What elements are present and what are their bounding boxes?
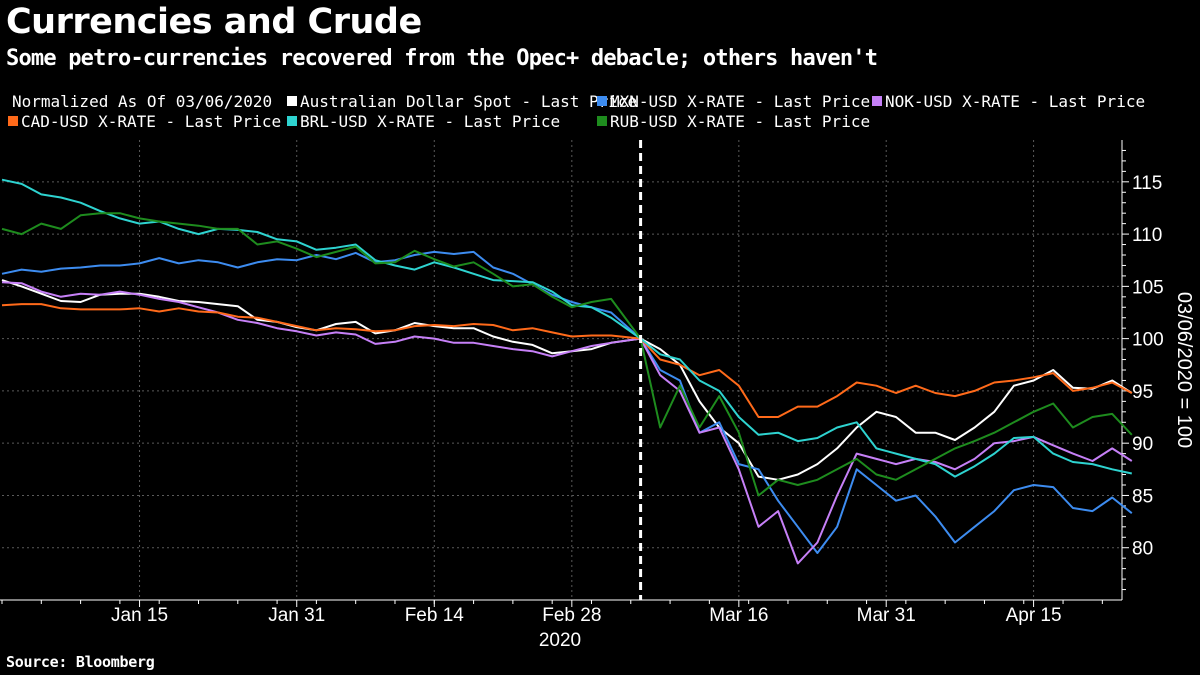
- legend-swatch-5: [597, 116, 607, 126]
- chart-title: Currencies and Crude: [6, 2, 422, 42]
- series-line-0: [1, 279, 1133, 481]
- legend-swatch-2: [872, 96, 882, 106]
- y-axis-title: 03/06/2020 = 100: [1173, 292, 1195, 448]
- series-line-4: [1, 178, 1133, 478]
- legend-label-4: BRL-USD X-RATE - Last Price: [300, 112, 560, 131]
- source-note: Source: Bloomberg: [6, 653, 155, 671]
- series-lines: [1, 178, 1133, 565]
- y-tick-label: 80: [1132, 539, 1153, 560]
- y-tick-label: 85: [1132, 486, 1153, 507]
- chart-subtitle: Some petro-currencies recovered from the…: [6, 46, 878, 71]
- series-line-5: [1, 212, 1133, 497]
- x-tick-label: Feb 28: [542, 605, 601, 626]
- y-tick-label: 110: [1132, 225, 1162, 246]
- x-tick-label: Feb 14: [405, 605, 465, 626]
- y-tick-label: 90: [1132, 434, 1153, 455]
- x-tick-label: Jan 31: [268, 605, 325, 626]
- legend-swatch-0: [287, 96, 297, 106]
- series-line-3: [1, 303, 1133, 418]
- x-year-label: 2020: [539, 630, 581, 651]
- legend-label-2: NOK-USD X-RATE - Last Price: [885, 92, 1145, 111]
- legend-swatch-1: [597, 96, 607, 106]
- y-tick-label: 100: [1132, 330, 1164, 351]
- legend-label-3: CAD-USD X-RATE - Last Price: [21, 112, 281, 131]
- series-line-1: [1, 250, 1133, 554]
- legend: Normalized As Of 03/06/2020 Australian D…: [8, 92, 1145, 131]
- x-tick-label: Apr 15: [1006, 605, 1062, 626]
- legend-swatch-3: [8, 116, 18, 126]
- legend-label-1: MXN-USD X-RATE - Last Price: [610, 92, 870, 111]
- y-tick-label: 115: [1132, 173, 1162, 194]
- series-line-2: [1, 281, 1133, 565]
- x-tick-label: Jan 15: [111, 605, 168, 626]
- y-tick-label: 95: [1132, 382, 1153, 403]
- x-tick-label: Mar 16: [709, 605, 768, 626]
- legend-label-5: RUB-USD X-RATE - Last Price: [610, 112, 870, 131]
- axes: 80 85 90 95 100 105 110 115 Jan 15 Jan 31 Feb 14 Fe…: [0, 140, 1164, 626]
- grid: [2, 140, 1122, 600]
- legend-swatch-4: [287, 116, 297, 126]
- legend-label-0: Australian Dollar Spot - Last Price: [300, 92, 637, 111]
- y-tick-label: 105: [1132, 277, 1164, 298]
- x-tick-label: Mar 31: [857, 605, 916, 626]
- legend-note: Normalized As Of 03/06/2020: [12, 92, 272, 111]
